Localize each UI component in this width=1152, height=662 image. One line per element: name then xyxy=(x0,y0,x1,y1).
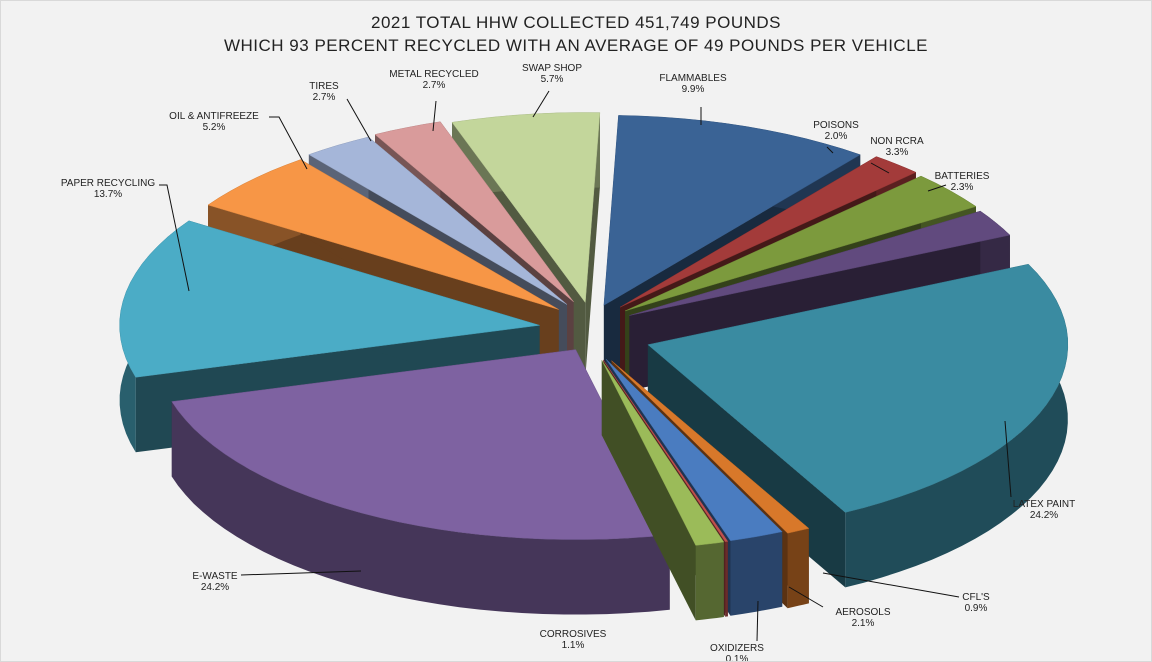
slice-percent-label: 2.1% xyxy=(852,618,875,629)
leader-line xyxy=(1004,420,1012,498)
slice-percent-label: 1.1% xyxy=(562,640,585,651)
slice-top-face xyxy=(619,156,917,308)
slice-percent-label: 5.2% xyxy=(203,122,226,133)
slice-outer-wall xyxy=(787,528,809,609)
slice-percent-label: 3.3% xyxy=(886,147,909,158)
slice-label: OIL & ANTIFREEZE xyxy=(169,111,259,122)
slice-outer-wall xyxy=(725,541,728,617)
slice-percent-label: 2.0% xyxy=(825,131,848,142)
slice-top-face xyxy=(605,359,783,541)
slice-label: TIRES xyxy=(309,81,339,92)
slice-top-face xyxy=(374,121,574,303)
slice-top-face xyxy=(207,159,559,310)
slice-percent-label: 13.7% xyxy=(94,189,122,200)
leader-line xyxy=(532,90,550,118)
slice-percent-label: 5.7% xyxy=(541,74,564,85)
slice-label: BATTERIES xyxy=(935,171,990,182)
slice-label: METAL RECYCLED xyxy=(389,69,478,80)
slice-top-face xyxy=(601,360,725,546)
slice-label: NON RCRA xyxy=(870,136,924,147)
slice-percent-label: 0.9% xyxy=(965,603,988,614)
leader-line xyxy=(756,600,759,642)
chart-subtitle: WHICH 93 PERCENT RECYCLED WITH AN AVERAG… xyxy=(224,36,928,55)
slice-top-face xyxy=(603,115,861,306)
slice-top-face xyxy=(119,220,540,378)
leader-line xyxy=(870,162,890,174)
leader-line xyxy=(432,100,437,132)
slice-label: CORROSIVES xyxy=(540,629,607,640)
slice-label: POISONS xyxy=(813,120,859,131)
slice-label: AEROSOLS xyxy=(835,607,890,618)
slice-percent-label: 24.2% xyxy=(201,582,229,593)
slice-side-wall xyxy=(601,360,696,621)
slice-outer-wall xyxy=(845,264,1068,588)
slice-label: FLAMMABLES xyxy=(659,73,727,84)
leader-line xyxy=(159,184,190,292)
slice-label: LATEX PAINT xyxy=(1013,499,1075,510)
slice-label: SWAP SHOP xyxy=(522,63,582,74)
slice-percent-label: 2.7% xyxy=(313,92,336,103)
slice-percent-label: 9.9% xyxy=(682,84,705,95)
slice-percent-label: 2.3% xyxy=(951,182,974,193)
slice-outer-wall xyxy=(171,401,670,615)
leader-line xyxy=(788,586,824,608)
leader-line xyxy=(346,98,372,142)
slice-label: CFL'S xyxy=(962,592,990,603)
slice-percent-label: 2.7% xyxy=(423,80,446,91)
slice-top-face xyxy=(647,263,1069,513)
slice-top-face xyxy=(629,210,1011,316)
chart-title: 2021 TOTAL HHW COLLECTED 451,749 POUNDS xyxy=(371,13,781,32)
slice-top-face xyxy=(451,112,601,304)
leader-line xyxy=(822,572,960,598)
slice-label: OXIDIZERS xyxy=(710,643,764,654)
leader-line xyxy=(826,146,834,154)
leader-line xyxy=(269,116,308,170)
slice-outer-wall xyxy=(730,531,783,616)
slice-outer-wall xyxy=(695,542,724,621)
slice-top-face xyxy=(603,359,729,542)
leader-line xyxy=(927,184,947,192)
slice-percent-label: 0.1% xyxy=(726,654,749,661)
slice-top-face xyxy=(624,175,977,312)
slice-label: PAPER RECYCLING xyxy=(61,178,156,189)
pie-slice xyxy=(601,360,725,621)
slice-top-face xyxy=(611,360,810,534)
slice-label: E-WASTE xyxy=(192,571,238,582)
pie-slice xyxy=(171,349,671,615)
slice-top-face xyxy=(171,349,671,540)
slice-percent-label: 24.2% xyxy=(1030,510,1058,521)
leader-line xyxy=(240,570,362,576)
